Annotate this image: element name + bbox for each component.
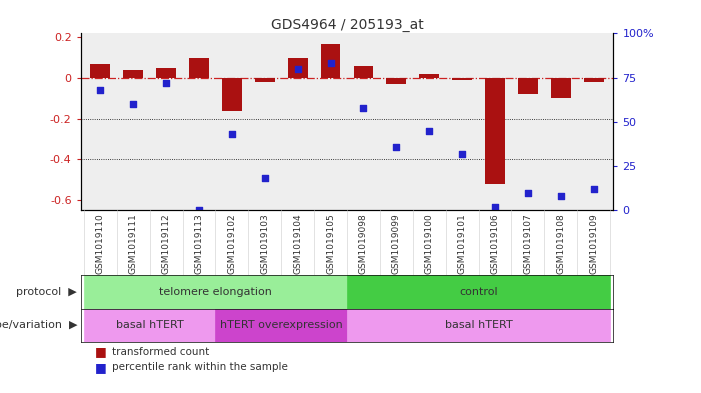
- Bar: [123, 70, 143, 78]
- Text: telomere elongation: telomere elongation: [159, 287, 272, 297]
- Point: [456, 151, 468, 157]
- Bar: [485, 78, 505, 184]
- Bar: [518, 78, 538, 94]
- Point: [325, 60, 336, 66]
- Point: [522, 189, 533, 196]
- Bar: [215, 309, 347, 342]
- Text: GSM1019111: GSM1019111: [129, 213, 137, 274]
- Bar: [255, 78, 275, 82]
- Text: GSM1019102: GSM1019102: [227, 213, 236, 274]
- Text: ■: ■: [95, 345, 107, 358]
- Text: GSM1019108: GSM1019108: [557, 213, 565, 274]
- Text: GSM1019099: GSM1019099: [392, 213, 401, 274]
- Point: [259, 175, 271, 182]
- Point: [390, 143, 402, 150]
- Point: [95, 87, 106, 93]
- Text: GSM1019101: GSM1019101: [458, 213, 467, 274]
- Bar: [419, 74, 439, 78]
- Bar: [584, 78, 604, 82]
- Text: control: control: [459, 287, 498, 297]
- Text: basal hTERT: basal hTERT: [116, 320, 184, 330]
- Text: ■: ■: [95, 361, 107, 374]
- Point: [128, 101, 139, 107]
- Point: [588, 186, 599, 192]
- Text: GSM1019113: GSM1019113: [194, 213, 203, 274]
- Bar: [189, 58, 209, 78]
- Bar: [551, 78, 571, 99]
- Text: hTERT overexpression: hTERT overexpression: [220, 320, 343, 330]
- Point: [161, 80, 172, 86]
- Bar: [353, 66, 374, 78]
- Point: [226, 131, 238, 137]
- Text: protocol  ▶: protocol ▶: [16, 287, 77, 297]
- Bar: [452, 78, 472, 80]
- Text: basal hTERT: basal hTERT: [444, 320, 512, 330]
- Bar: [347, 309, 610, 342]
- Text: GSM1019106: GSM1019106: [491, 213, 500, 274]
- Bar: [156, 68, 176, 78]
- Text: GSM1019112: GSM1019112: [162, 213, 170, 274]
- Bar: [386, 78, 406, 84]
- Text: GSM1019103: GSM1019103: [260, 213, 269, 274]
- Text: transformed count: transformed count: [112, 347, 210, 357]
- Text: percentile rank within the sample: percentile rank within the sample: [112, 362, 288, 373]
- Bar: [222, 78, 242, 111]
- Bar: [84, 275, 347, 309]
- Bar: [320, 44, 341, 78]
- Point: [489, 204, 501, 210]
- Text: genotype/variation  ▶: genotype/variation ▶: [0, 320, 77, 330]
- Point: [292, 66, 304, 72]
- Bar: [84, 309, 215, 342]
- Text: GSM1019104: GSM1019104: [293, 213, 302, 274]
- Bar: [347, 275, 610, 309]
- Title: GDS4964 / 205193_at: GDS4964 / 205193_at: [271, 18, 423, 32]
- Point: [423, 127, 435, 134]
- Bar: [288, 58, 308, 78]
- Text: GSM1019109: GSM1019109: [589, 213, 598, 274]
- Text: GSM1019110: GSM1019110: [96, 213, 105, 274]
- Text: GSM1019105: GSM1019105: [326, 213, 335, 274]
- Text: GSM1019100: GSM1019100: [425, 213, 434, 274]
- Point: [555, 193, 566, 199]
- Text: GSM1019098: GSM1019098: [359, 213, 368, 274]
- Point: [193, 207, 205, 213]
- Text: GSM1019107: GSM1019107: [524, 213, 532, 274]
- Bar: [90, 64, 110, 78]
- Point: [358, 105, 369, 111]
